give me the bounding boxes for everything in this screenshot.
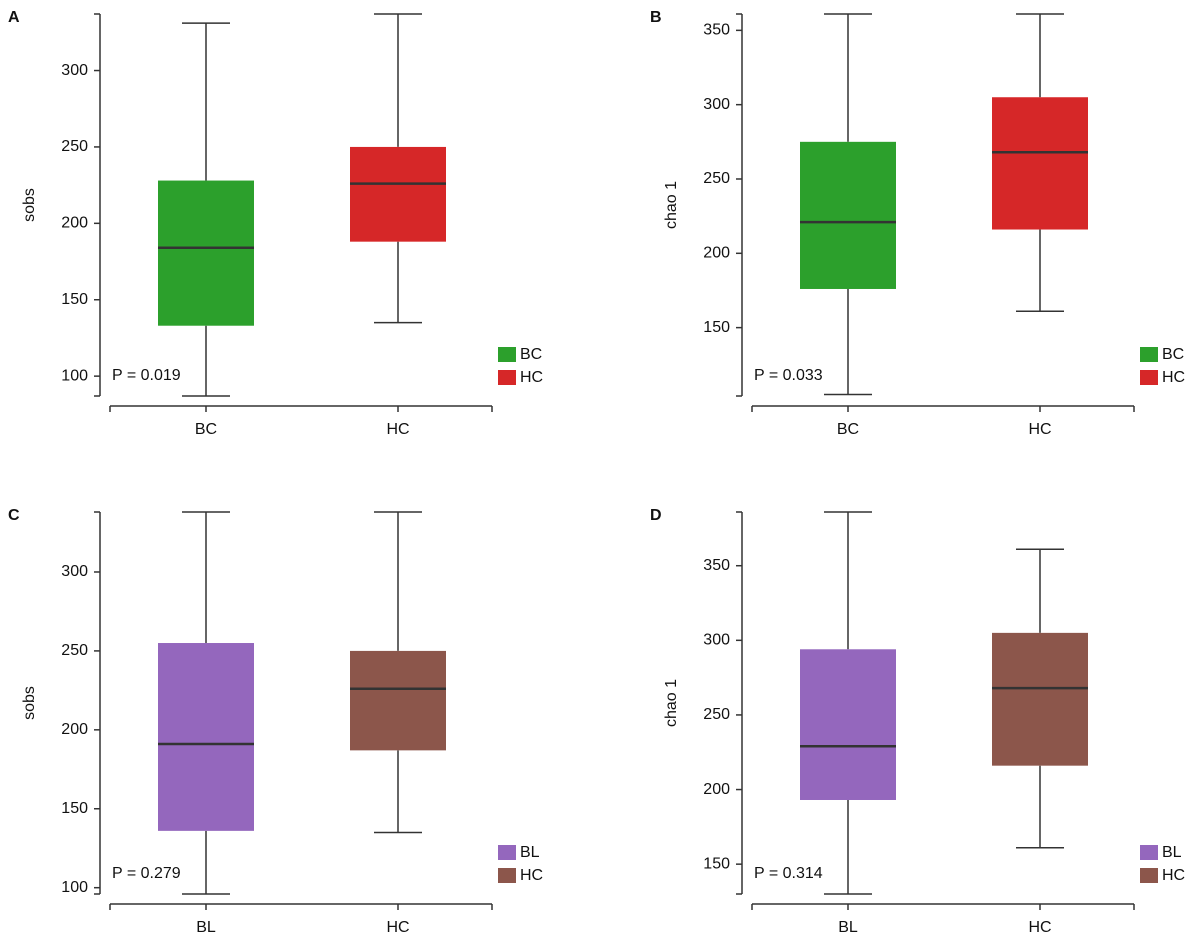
- y-tick-label: 200: [703, 781, 730, 798]
- box: [158, 643, 254, 831]
- y-tick-label: 350: [703, 557, 730, 574]
- box: [992, 632, 1088, 766]
- box: [800, 649, 896, 800]
- legend-swatch: [498, 370, 516, 385]
- y-tick-label: 350: [703, 22, 730, 39]
- legend-swatch: [498, 347, 516, 362]
- legend-swatch: [1140, 868, 1158, 883]
- annotation: P = 0.279: [112, 865, 181, 882]
- box: [800, 141, 896, 289]
- panel-label: D: [650, 507, 662, 524]
- annotation: P = 0.033: [754, 367, 823, 384]
- y-axis-label: chao 1: [663, 181, 680, 229]
- annotation: P = 0.314: [754, 865, 823, 882]
- y-tick-label: 300: [61, 62, 88, 79]
- legend-swatch: [498, 868, 516, 883]
- y-tick-label: 250: [61, 138, 88, 155]
- x-tick-label: HC: [1028, 919, 1051, 936]
- legend-label: HC: [1162, 369, 1185, 386]
- y-tick-label: 250: [703, 706, 730, 723]
- y-tick-label: 300: [703, 632, 730, 649]
- annotation: P = 0.019: [112, 367, 181, 384]
- legend-label: BC: [1162, 346, 1184, 363]
- y-tick-label: 100: [61, 367, 88, 384]
- y-tick-label: 150: [61, 291, 88, 308]
- legend-label: BC: [520, 346, 542, 363]
- y-tick-label: 250: [61, 642, 88, 659]
- x-tick-label: BL: [838, 919, 858, 936]
- panel-label: A: [8, 9, 20, 26]
- y-tick-label: 150: [703, 855, 730, 872]
- y-tick-label: 250: [703, 170, 730, 187]
- y-tick-label: 300: [61, 563, 88, 580]
- x-tick-label: BL: [196, 919, 216, 936]
- box: [350, 650, 446, 751]
- y-axis-label: sobs: [21, 686, 38, 720]
- y-tick-label: 200: [703, 245, 730, 262]
- y-tick-label: 200: [61, 215, 88, 232]
- legend-label: BL: [520, 844, 540, 861]
- box: [158, 180, 254, 326]
- x-tick-label: HC: [1028, 421, 1051, 438]
- legend-label: HC: [520, 369, 543, 386]
- y-tick-label: 150: [703, 319, 730, 336]
- x-tick-label: HC: [386, 421, 409, 438]
- x-tick-label: HC: [386, 919, 409, 936]
- legend-label: BL: [1162, 844, 1182, 861]
- legend-swatch: [498, 845, 516, 860]
- legend-swatch: [1140, 370, 1158, 385]
- legend-swatch: [1140, 347, 1158, 362]
- legend-label: HC: [520, 867, 543, 884]
- x-tick-label: BC: [195, 421, 217, 438]
- legend-label: HC: [1162, 867, 1185, 884]
- y-tick-label: 150: [61, 800, 88, 817]
- y-axis-label: sobs: [21, 188, 38, 222]
- panel-label: B: [650, 9, 662, 26]
- panel-label: C: [8, 507, 20, 524]
- legend-swatch: [1140, 845, 1158, 860]
- y-axis-label: chao 1: [663, 679, 680, 727]
- box: [350, 146, 446, 242]
- y-tick-label: 100: [61, 879, 88, 896]
- y-tick-label: 300: [703, 96, 730, 113]
- x-tick-label: BC: [837, 421, 859, 438]
- y-tick-label: 200: [61, 721, 88, 738]
- box: [992, 97, 1088, 230]
